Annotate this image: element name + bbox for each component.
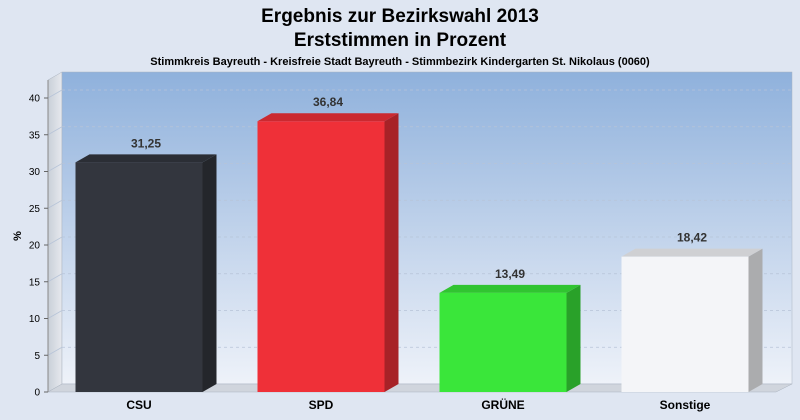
bar-front: [621, 256, 749, 392]
bars: 31,25 36,84 13,49 18,42: [75, 95, 763, 392]
category-label: Sonstige: [660, 398, 711, 412]
y-axis-label: %: [12, 231, 24, 241]
category-label: GRÜNE: [481, 397, 524, 412]
bar-front: [75, 162, 203, 392]
y-tick-label: 20: [29, 241, 41, 252]
gridline-side: [47, 236, 63, 246]
bar-side: [566, 284, 581, 392]
bar-side: [202, 154, 217, 392]
y-axis-ticks: 0 5 10 15 20 25 30 35 40: [29, 94, 48, 399]
bar-top: [439, 284, 581, 293]
gridline-side: [47, 126, 63, 136]
gridline-side: [47, 199, 63, 209]
bar-front: [257, 121, 385, 392]
y-tick-label: 10: [29, 314, 41, 325]
data-label: 13,49: [495, 267, 525, 281]
category-label: CSU: [126, 398, 151, 412]
bar-top: [621, 248, 763, 257]
data-label: 31,25: [131, 136, 161, 150]
chart-subtitle: Stimmkreis Bayreuth - Kreisfreie Stadt B…: [150, 56, 650, 68]
bar-top: [75, 154, 217, 163]
category-label: SPD: [309, 398, 334, 412]
gridline-side: [47, 310, 63, 319]
category-labels: CSU SPD GRÜNE Sonstige: [126, 397, 710, 412]
chart-title-line2: Erststimmen in Prozent: [294, 30, 507, 51]
plot-side-wall: [47, 71, 63, 393]
bar-side: [748, 248, 763, 392]
bar-csu: 31,25: [75, 136, 217, 392]
chart-title: Ergebnis zur Bezirkswahl 2013: [261, 6, 539, 27]
y-tick-label: 35: [29, 130, 41, 141]
y-tick-label: 5: [34, 351, 40, 362]
bar-side: [384, 113, 399, 392]
bar-spd: 36,84: [257, 95, 399, 392]
y-tick-label: 15: [29, 277, 41, 288]
gridline-side: [47, 346, 63, 356]
y-tick-label: 40: [29, 94, 41, 105]
y-tick-label: 30: [29, 167, 41, 178]
y-tick-label: 0: [34, 388, 40, 399]
y-tick-label: 25: [29, 204, 41, 215]
bar-sonstige: 18,42: [621, 231, 763, 392]
data-label: 18,42: [677, 231, 707, 245]
bar-top: [257, 113, 399, 122]
gridline-side: [47, 273, 63, 283]
bar-front: [439, 292, 567, 392]
gridline-side: [47, 89, 63, 99]
data-label: 36,84: [313, 95, 343, 109]
bar-grüne: 13,49: [439, 267, 581, 392]
gridline-side: [47, 163, 63, 172]
